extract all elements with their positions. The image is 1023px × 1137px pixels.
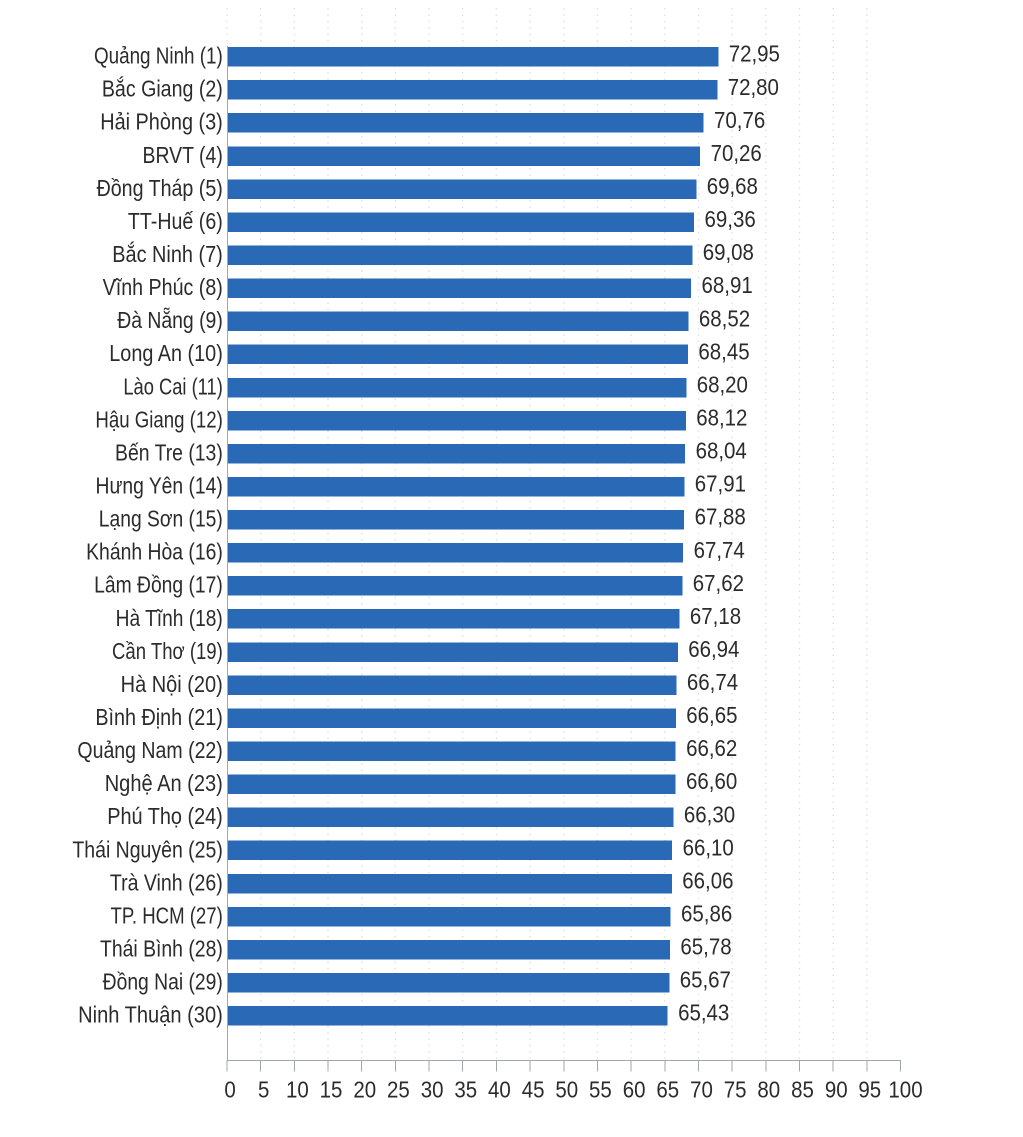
svg-text:66,62: 66,62: [686, 735, 737, 761]
svg-text:Vĩnh Phúc (8): Vĩnh Phúc (8): [103, 275, 223, 301]
svg-text:45: 45: [522, 1076, 545, 1102]
svg-text:67,88: 67,88: [695, 504, 746, 530]
svg-text:85: 85: [791, 1076, 814, 1102]
svg-text:65: 65: [656, 1076, 679, 1102]
svg-text:Bắc Giang (2): Bắc Giang (2): [102, 75, 223, 102]
svg-text:70: 70: [690, 1076, 713, 1102]
svg-text:65,86: 65,86: [681, 900, 732, 926]
svg-text:10: 10: [286, 1076, 309, 1102]
svg-text:69,08: 69,08: [703, 239, 754, 265]
svg-text:95: 95: [858, 1076, 881, 1102]
svg-text:Thái Bình (28): Thái Bình (28): [100, 936, 223, 962]
svg-text:70,76: 70,76: [714, 107, 765, 133]
svg-text:68,20: 68,20: [697, 371, 748, 397]
svg-text:Đồng Tháp (5): Đồng Tháp (5): [97, 175, 223, 201]
svg-text:90: 90: [825, 1076, 848, 1102]
svg-text:Thái Nguyên (25): Thái Nguyên (25): [72, 837, 222, 863]
svg-text:68,52: 68,52: [699, 305, 750, 331]
svg-text:25: 25: [387, 1076, 410, 1102]
svg-text:66,74: 66,74: [687, 669, 738, 695]
svg-text:Lâm Đồng (17): Lâm Đồng (17): [94, 573, 223, 598]
svg-text:Bình Định (21): Bình Định (21): [95, 705, 222, 731]
svg-text:30: 30: [421, 1076, 444, 1102]
svg-text:75: 75: [724, 1076, 747, 1102]
svg-text:66,30: 66,30: [684, 801, 735, 827]
svg-text:80: 80: [757, 1076, 780, 1102]
svg-text:67,18: 67,18: [690, 603, 741, 629]
svg-text:Bến Tre (13): Bến Tre (13): [115, 440, 223, 466]
svg-text:Hà Nội (20): Hà Nội (20): [121, 672, 223, 698]
svg-text:68,12: 68,12: [696, 404, 747, 430]
svg-text:Khánh Hòa (16): Khánh Hòa (16): [86, 539, 223, 565]
svg-text:Trà Vinh (26): Trà Vinh (26): [110, 870, 223, 896]
svg-text:Lào Cai (11): Lào Cai (11): [123, 374, 222, 399]
svg-text:Hải Phòng (3): Hải Phòng (3): [100, 109, 223, 135]
svg-text:Phú Thọ (24): Phú Thọ (24): [107, 804, 223, 830]
svg-text:67,62: 67,62: [693, 570, 744, 596]
svg-text:Hậu Giang (12): Hậu Giang (12): [95, 408, 222, 433]
svg-text:TP. HCM (27): TP. HCM (27): [111, 904, 223, 929]
svg-text:Quảng Nam (22): Quảng Nam (22): [77, 738, 222, 764]
svg-text:5: 5: [258, 1076, 269, 1102]
svg-text:35: 35: [454, 1076, 477, 1102]
svg-text:Quảng Ninh (1): Quảng Ninh (1): [94, 44, 223, 69]
svg-text:TT-Huế (6): TT-Huế (6): [128, 208, 223, 234]
svg-text:Cần Thơ (19): Cần Thơ (19): [112, 639, 223, 664]
svg-text:Đà Nẵng (9): Đà Nẵng (9): [117, 305, 223, 333]
svg-text:50: 50: [555, 1076, 578, 1102]
svg-text:20: 20: [353, 1076, 376, 1102]
svg-text:68,04: 68,04: [696, 437, 747, 463]
svg-text:0: 0: [224, 1076, 235, 1102]
svg-text:69,68: 69,68: [707, 173, 758, 199]
svg-text:70,26: 70,26: [711, 140, 762, 166]
svg-text:Hà Tĩnh (18): Hà Tĩnh (18): [116, 606, 223, 631]
svg-text:72,80: 72,80: [728, 74, 779, 100]
svg-text:68,45: 68,45: [698, 338, 749, 364]
svg-text:66,65: 66,65: [686, 702, 737, 728]
svg-text:65,78: 65,78: [680, 933, 731, 959]
svg-text:65,67: 65,67: [680, 967, 731, 993]
svg-text:68,91: 68,91: [702, 272, 753, 298]
svg-text:66,10: 66,10: [683, 834, 734, 860]
svg-text:65,43: 65,43: [678, 1000, 729, 1026]
svg-text:69,36: 69,36: [705, 206, 756, 232]
svg-text:15: 15: [320, 1076, 343, 1102]
svg-text:Bắc Ninh (7): Bắc Ninh (7): [112, 241, 223, 268]
svg-text:BRVT (4): BRVT (4): [143, 142, 223, 168]
svg-text:Lạng Sơn (15): Lạng Sơn (15): [99, 507, 223, 532]
svg-text:Đồng Nai (29): Đồng Nai (29): [103, 970, 223, 995]
svg-text:66,06: 66,06: [682, 867, 733, 893]
svg-text:Ninh Thuận (30): Ninh Thuận (30): [78, 1001, 223, 1028]
svg-text:66,60: 66,60: [686, 768, 737, 794]
svg-text:66,94: 66,94: [688, 636, 739, 662]
svg-text:60: 60: [623, 1076, 646, 1102]
svg-text:40: 40: [488, 1076, 511, 1102]
svg-text:100: 100: [888, 1076, 922, 1102]
svg-text:Long An (10): Long An (10): [109, 341, 223, 367]
svg-text:Hưng Yên (14): Hưng Yên (14): [96, 474, 223, 499]
svg-text:67,91: 67,91: [695, 470, 746, 496]
svg-text:55: 55: [589, 1076, 612, 1102]
svg-text:67,74: 67,74: [694, 537, 745, 563]
svg-text:72,95: 72,95: [729, 41, 780, 67]
svg-text:Nghệ An (23): Nghệ An (23): [105, 770, 223, 797]
